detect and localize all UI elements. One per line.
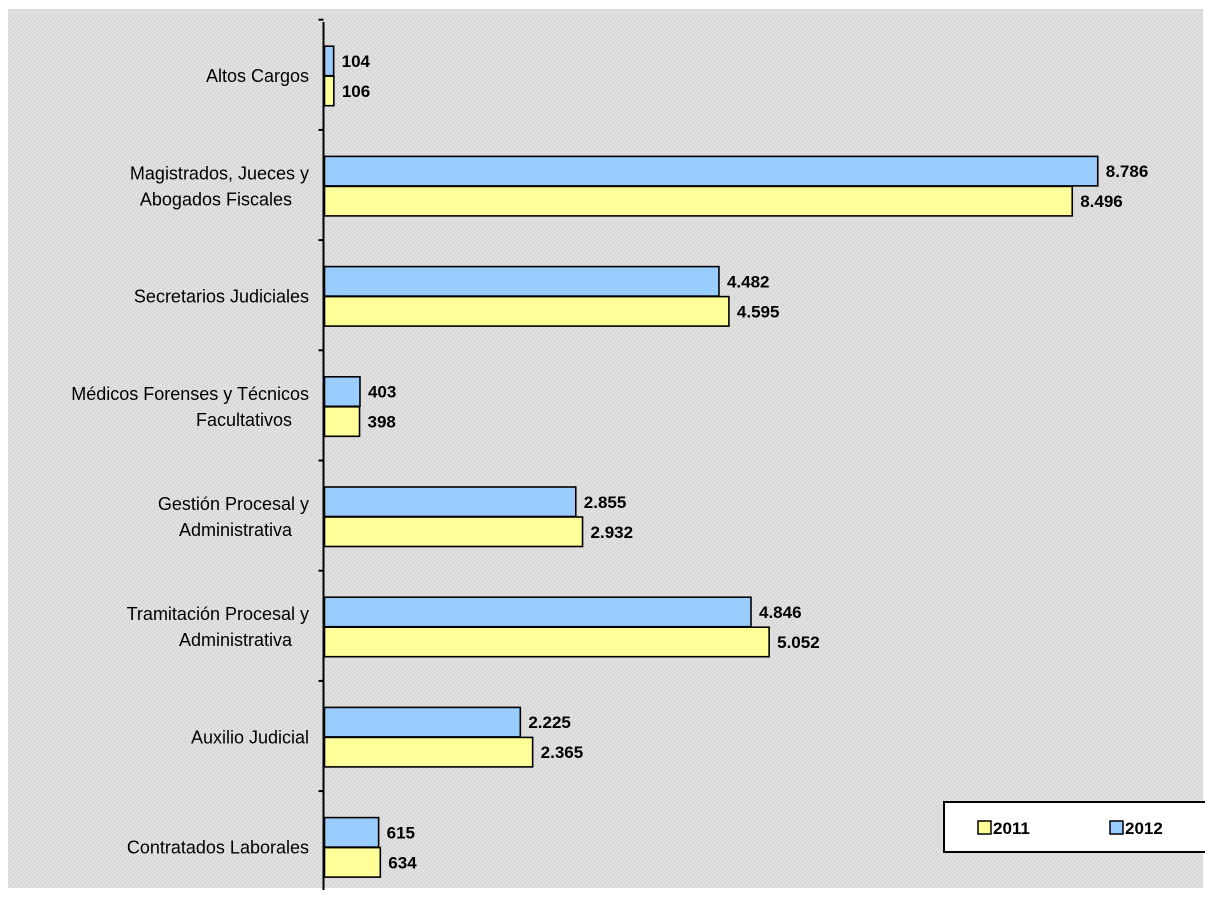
bar-2011 xyxy=(323,405,361,438)
category-label: Médicos Forenses y Técnicos Facultativos xyxy=(71,384,309,430)
bar-2011 xyxy=(323,626,770,658)
bar-2011 xyxy=(323,736,534,768)
bar-2012 xyxy=(323,155,1099,187)
category-label: Tramitación Procesal y Administrativa xyxy=(127,604,309,650)
bar-2011 xyxy=(323,516,584,548)
category-label: Contratados Laborales xyxy=(127,838,309,858)
chart-background xyxy=(8,9,1203,888)
bar-2012 xyxy=(323,596,752,628)
legend-swatch-2012 xyxy=(1109,820,1124,835)
bar-2012 xyxy=(323,706,522,738)
data-label-2011: 8.496 xyxy=(1080,192,1123,211)
data-label-2011: 106 xyxy=(342,82,370,101)
data-label-2011: 5.052 xyxy=(777,633,820,652)
bar-2011 xyxy=(323,75,335,107)
legend-label-2012: 2012 xyxy=(1125,819,1163,838)
legend-label-2011: 2011 xyxy=(993,819,1030,838)
category-label: Gestión Procesal y Administrativa xyxy=(158,494,309,540)
data-label-2012: 403 xyxy=(368,383,396,402)
data-label-2012: 4.482 xyxy=(727,272,770,291)
bar-2012 xyxy=(323,265,720,297)
category-label: Auxilio Judicial xyxy=(191,727,309,747)
data-label-2012: 104 xyxy=(342,52,371,71)
data-label-2012: 8.786 xyxy=(1106,162,1149,181)
data-label-2011: 4.595 xyxy=(737,302,780,321)
bar-2012 xyxy=(323,486,577,518)
data-label-2011: 398 xyxy=(368,413,396,432)
bar-2011 xyxy=(323,846,382,878)
data-label-2011: 634 xyxy=(388,853,417,872)
bar-2012 xyxy=(323,816,380,848)
data-label-2012: 4.846 xyxy=(759,603,802,622)
bar-2011 xyxy=(323,295,730,327)
data-label-2012: 2.225 xyxy=(528,713,571,732)
data-label-2011: 2.932 xyxy=(591,523,634,542)
category-label: Secretarios Judiciales xyxy=(134,287,309,307)
category-label: Altos Cargos xyxy=(206,66,309,86)
data-label-2011: 2.365 xyxy=(541,743,584,762)
bar-2012 xyxy=(323,45,335,77)
category-label: Magistrados, Jueces y Abogados Fiscales xyxy=(130,163,309,209)
legend-swatch-2011 xyxy=(977,820,992,835)
data-label-2012: 2.855 xyxy=(584,493,627,512)
bar-2011 xyxy=(323,185,1074,217)
data-label-2012: 615 xyxy=(387,823,415,842)
bar-2012 xyxy=(323,375,361,408)
